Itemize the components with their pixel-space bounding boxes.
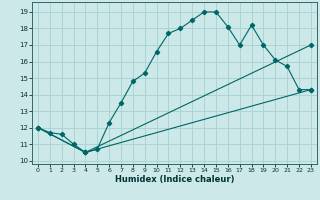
X-axis label: Humidex (Indice chaleur): Humidex (Indice chaleur) (115, 175, 234, 184)
